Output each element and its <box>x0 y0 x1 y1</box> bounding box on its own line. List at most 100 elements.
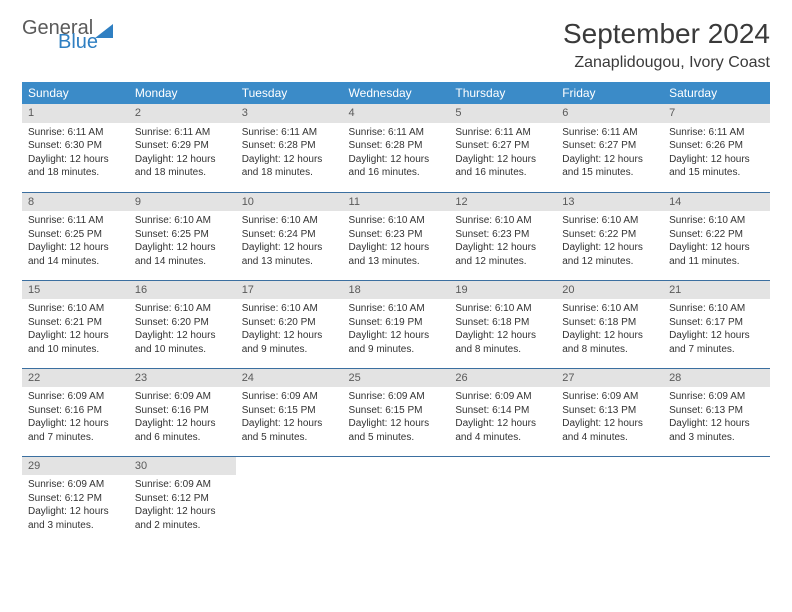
sunrise-text: Sunrise: 6:11 AM <box>28 126 123 140</box>
calendar-cell: 24 Sunrise: 6:09 AM Sunset: 6:15 PM Dayl… <box>236 368 343 456</box>
day-number: 28 <box>663 369 770 388</box>
day-body: Sunrise: 6:09 AM Sunset: 6:15 PM Dayligh… <box>343 387 450 448</box>
day-number: 22 <box>22 369 129 388</box>
sunset-text: Sunset: 6:13 PM <box>669 404 764 418</box>
calendar-cell: 18 Sunrise: 6:10 AM Sunset: 6:19 PM Dayl… <box>343 280 450 368</box>
calendar-cell-empty <box>556 456 663 544</box>
calendar-page: General Blue September 2024 Zanaplidougo… <box>0 0 792 562</box>
sunrise-text: Sunrise: 6:10 AM <box>455 214 550 228</box>
day-number: 21 <box>663 281 770 300</box>
calendar-cell: 23 Sunrise: 6:09 AM Sunset: 6:16 PM Dayl… <box>129 368 236 456</box>
daylight-text-1: Daylight: 12 hours <box>242 329 337 343</box>
day-body: Sunrise: 6:09 AM Sunset: 6:16 PM Dayligh… <box>22 387 129 448</box>
sunset-text: Sunset: 6:19 PM <box>349 316 444 330</box>
sunset-text: Sunset: 6:15 PM <box>242 404 337 418</box>
day-body: Sunrise: 6:10 AM Sunset: 6:21 PM Dayligh… <box>22 299 129 360</box>
sunset-text: Sunset: 6:29 PM <box>135 139 230 153</box>
daylight-text-2: and 2 minutes. <box>135 519 230 533</box>
day-number: 25 <box>343 369 450 388</box>
calendar-row: 1 Sunrise: 6:11 AM Sunset: 6:30 PM Dayli… <box>22 104 770 192</box>
sunrise-text: Sunrise: 6:10 AM <box>349 214 444 228</box>
day-number: 13 <box>556 193 663 212</box>
daylight-text-2: and 4 minutes. <box>562 431 657 445</box>
daylight-text-2: and 7 minutes. <box>28 431 123 445</box>
daylight-text-1: Daylight: 12 hours <box>28 505 123 519</box>
daylight-text-2: and 5 minutes. <box>242 431 337 445</box>
sunrise-text: Sunrise: 6:10 AM <box>562 302 657 316</box>
sunset-text: Sunset: 6:12 PM <box>28 492 123 506</box>
weekday-header: Tuesday <box>236 82 343 104</box>
calendar-cell: 3 Sunrise: 6:11 AM Sunset: 6:28 PM Dayli… <box>236 104 343 192</box>
sunset-text: Sunset: 6:18 PM <box>562 316 657 330</box>
day-number: 2 <box>129 104 236 123</box>
calendar-body: 1 Sunrise: 6:11 AM Sunset: 6:30 PM Dayli… <box>22 104 770 544</box>
sunset-text: Sunset: 6:17 PM <box>669 316 764 330</box>
sunrise-text: Sunrise: 6:11 AM <box>562 126 657 140</box>
daylight-text-1: Daylight: 12 hours <box>135 241 230 255</box>
daylight-text-2: and 13 minutes. <box>349 255 444 269</box>
logo-word2: Blue <box>58 32 113 52</box>
calendar-cell-empty <box>663 456 770 544</box>
sunset-text: Sunset: 6:28 PM <box>242 139 337 153</box>
day-number: 12 <box>449 193 556 212</box>
daylight-text-1: Daylight: 12 hours <box>349 329 444 343</box>
day-number: 17 <box>236 281 343 300</box>
daylight-text-2: and 16 minutes. <box>349 166 444 180</box>
sunset-text: Sunset: 6:30 PM <box>28 139 123 153</box>
calendar-cell: 16 Sunrise: 6:10 AM Sunset: 6:20 PM Dayl… <box>129 280 236 368</box>
day-number: 1 <box>22 104 129 123</box>
calendar-row: 8 Sunrise: 6:11 AM Sunset: 6:25 PM Dayli… <box>22 192 770 280</box>
sunset-text: Sunset: 6:26 PM <box>669 139 764 153</box>
day-number: 23 <box>129 369 236 388</box>
sunset-text: Sunset: 6:13 PM <box>562 404 657 418</box>
sunrise-text: Sunrise: 6:10 AM <box>669 302 764 316</box>
calendar-cell: 26 Sunrise: 6:09 AM Sunset: 6:14 PM Dayl… <box>449 368 556 456</box>
page-subtitle: Zanaplidougou, Ivory Coast <box>563 54 770 72</box>
daylight-text-1: Daylight: 12 hours <box>349 417 444 431</box>
daylight-text-2: and 8 minutes. <box>562 343 657 357</box>
calendar-cell: 15 Sunrise: 6:10 AM Sunset: 6:21 PM Dayl… <box>22 280 129 368</box>
day-body: Sunrise: 6:10 AM Sunset: 6:24 PM Dayligh… <box>236 211 343 272</box>
sunset-text: Sunset: 6:25 PM <box>28 228 123 242</box>
daylight-text-1: Daylight: 12 hours <box>135 505 230 519</box>
day-number: 18 <box>343 281 450 300</box>
sunset-text: Sunset: 6:23 PM <box>455 228 550 242</box>
calendar-table: Sunday Monday Tuesday Wednesday Thursday… <box>22 82 770 544</box>
daylight-text-1: Daylight: 12 hours <box>455 241 550 255</box>
day-body: Sunrise: 6:10 AM Sunset: 6:25 PM Dayligh… <box>129 211 236 272</box>
calendar-cell: 27 Sunrise: 6:09 AM Sunset: 6:13 PM Dayl… <box>556 368 663 456</box>
daylight-text-2: and 9 minutes. <box>242 343 337 357</box>
day-body: Sunrise: 6:09 AM Sunset: 6:13 PM Dayligh… <box>556 387 663 448</box>
calendar-row: 22 Sunrise: 6:09 AM Sunset: 6:16 PM Dayl… <box>22 368 770 456</box>
sunrise-text: Sunrise: 6:10 AM <box>242 214 337 228</box>
daylight-text-2: and 4 minutes. <box>455 431 550 445</box>
calendar-cell: 28 Sunrise: 6:09 AM Sunset: 6:13 PM Dayl… <box>663 368 770 456</box>
sunrise-text: Sunrise: 6:11 AM <box>349 126 444 140</box>
daylight-text-2: and 10 minutes. <box>135 343 230 357</box>
sunrise-text: Sunrise: 6:10 AM <box>242 302 337 316</box>
day-body: Sunrise: 6:11 AM Sunset: 6:25 PM Dayligh… <box>22 211 129 272</box>
daylight-text-2: and 9 minutes. <box>349 343 444 357</box>
day-body: Sunrise: 6:09 AM Sunset: 6:15 PM Dayligh… <box>236 387 343 448</box>
sunset-text: Sunset: 6:21 PM <box>28 316 123 330</box>
daylight-text-1: Daylight: 12 hours <box>242 417 337 431</box>
day-body: Sunrise: 6:11 AM Sunset: 6:30 PM Dayligh… <box>22 123 129 184</box>
daylight-text-1: Daylight: 12 hours <box>669 153 764 167</box>
calendar-cell: 29 Sunrise: 6:09 AM Sunset: 6:12 PM Dayl… <box>22 456 129 544</box>
calendar-cell: 30 Sunrise: 6:09 AM Sunset: 6:12 PM Dayl… <box>129 456 236 544</box>
day-number: 7 <box>663 104 770 123</box>
daylight-text-1: Daylight: 12 hours <box>455 329 550 343</box>
day-body: Sunrise: 6:11 AM Sunset: 6:27 PM Dayligh… <box>449 123 556 184</box>
sunrise-text: Sunrise: 6:10 AM <box>349 302 444 316</box>
daylight-text-1: Daylight: 12 hours <box>562 329 657 343</box>
calendar-cell-empty <box>343 456 450 544</box>
sunrise-text: Sunrise: 6:09 AM <box>349 390 444 404</box>
sunrise-text: Sunrise: 6:09 AM <box>135 390 230 404</box>
calendar-cell: 2 Sunrise: 6:11 AM Sunset: 6:29 PM Dayli… <box>129 104 236 192</box>
daylight-text-2: and 15 minutes. <box>669 166 764 180</box>
calendar-row: 15 Sunrise: 6:10 AM Sunset: 6:21 PM Dayl… <box>22 280 770 368</box>
day-number: 6 <box>556 104 663 123</box>
daylight-text-1: Daylight: 12 hours <box>135 417 230 431</box>
weekday-header: Friday <box>556 82 663 104</box>
day-number: 15 <box>22 281 129 300</box>
